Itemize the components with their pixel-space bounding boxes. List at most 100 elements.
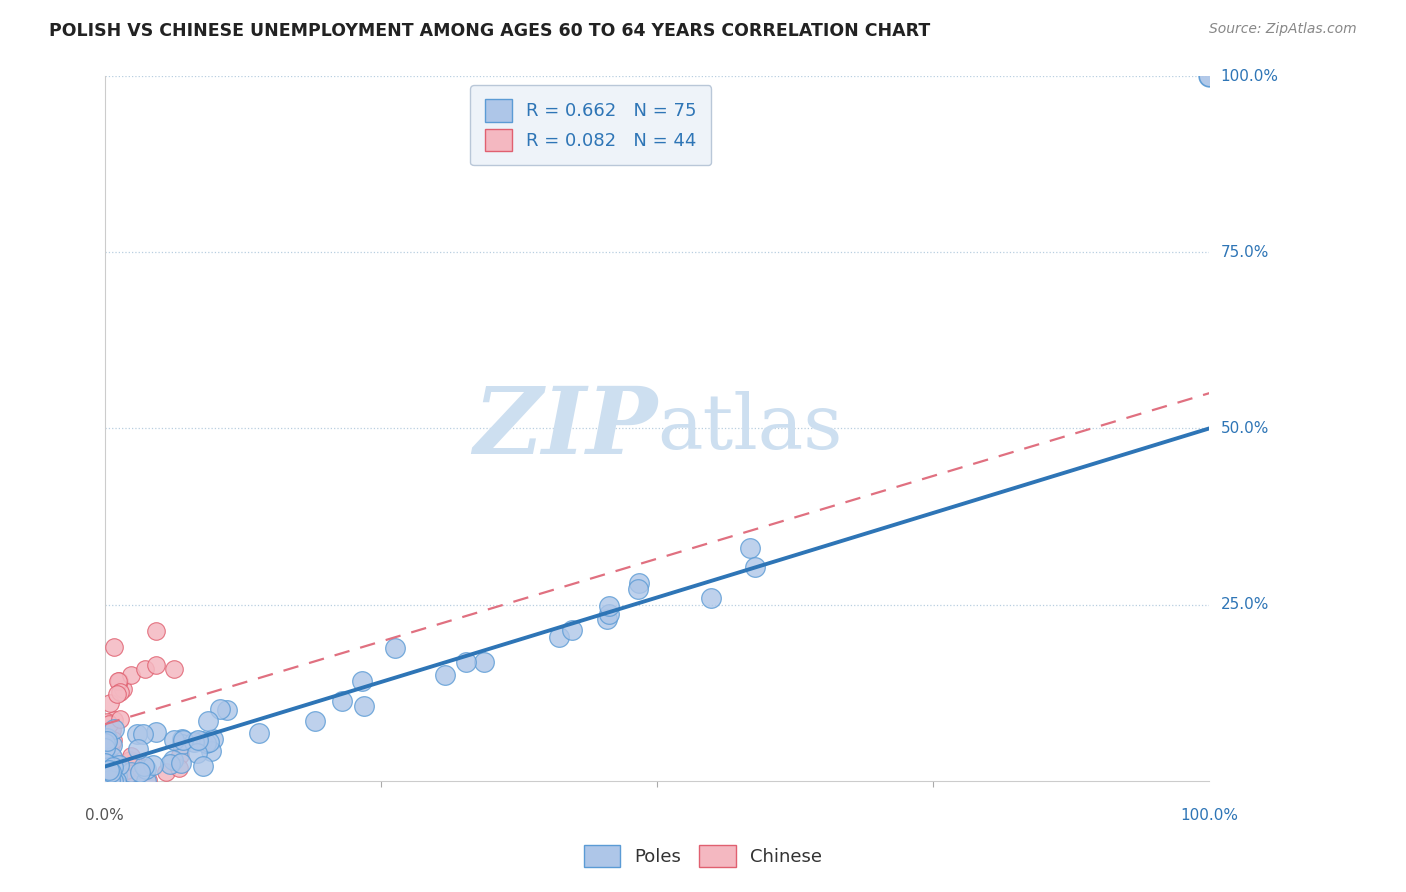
Point	[100, 750, 122, 764]
Point	[97, 717, 120, 731]
Point	[170, 756, 193, 770]
Point	[145, 725, 167, 739]
Point	[134, 662, 156, 676]
Point	[107, 673, 129, 688]
Point	[350, 673, 373, 688]
Point	[122, 756, 145, 770]
Point	[105, 687, 128, 701]
Point	[127, 742, 149, 756]
Point	[561, 623, 583, 637]
Point	[108, 685, 131, 699]
Point	[94, 764, 117, 778]
Point	[93, 773, 115, 788]
Point	[131, 762, 153, 776]
Point	[129, 762, 152, 776]
Point	[120, 765, 142, 780]
Point	[167, 761, 190, 775]
Point	[94, 754, 117, 768]
Point	[103, 640, 125, 654]
Point	[215, 703, 238, 717]
Point	[97, 768, 120, 782]
Point	[112, 681, 135, 696]
Point	[94, 736, 117, 750]
Point	[98, 697, 121, 711]
Point	[186, 746, 208, 760]
Point	[170, 732, 193, 747]
Point	[118, 766, 141, 780]
Legend: Poles, Chinese: Poles, Chinese	[576, 838, 830, 874]
Text: 100.0%: 100.0%	[1220, 69, 1278, 84]
Text: ZIP: ZIP	[472, 384, 657, 474]
Point	[202, 732, 225, 747]
Point	[132, 727, 155, 741]
Point	[94, 741, 117, 756]
Point	[94, 747, 117, 761]
Point	[744, 560, 766, 574]
Point	[129, 764, 152, 779]
Point	[101, 738, 124, 752]
Text: 0.0%: 0.0%	[86, 808, 124, 823]
Point	[159, 756, 181, 771]
Point	[627, 575, 650, 590]
Point	[125, 727, 148, 741]
Point	[104, 757, 127, 772]
Point	[93, 756, 115, 771]
Point	[101, 748, 124, 763]
Point	[187, 733, 209, 747]
Point	[145, 658, 167, 673]
Point	[598, 607, 620, 621]
Point	[96, 734, 118, 748]
Point	[454, 655, 477, 669]
Point	[94, 764, 117, 779]
Point	[131, 760, 153, 774]
Point	[97, 755, 120, 769]
Point	[108, 712, 131, 726]
Point	[247, 726, 270, 740]
Point	[200, 744, 222, 758]
Point	[134, 759, 156, 773]
Point	[208, 702, 231, 716]
Point	[101, 732, 124, 747]
Point	[135, 762, 157, 776]
Point	[96, 714, 118, 729]
Point	[472, 655, 495, 669]
Point	[97, 753, 120, 767]
Point	[120, 668, 142, 682]
Point	[304, 714, 326, 728]
Point	[332, 694, 354, 708]
Point	[353, 699, 375, 714]
Point	[101, 723, 124, 738]
Point	[94, 760, 117, 774]
Text: 50.0%: 50.0%	[1220, 421, 1268, 436]
Point	[163, 661, 186, 675]
Point	[384, 640, 406, 655]
Point	[195, 736, 218, 750]
Point	[108, 758, 131, 772]
Point	[96, 756, 118, 771]
Point	[197, 714, 219, 728]
Point	[198, 735, 221, 749]
Point	[98, 772, 121, 787]
Point	[101, 736, 124, 750]
Point	[103, 761, 125, 775]
Point	[547, 631, 569, 645]
Point	[100, 773, 122, 788]
Point	[172, 732, 194, 747]
Legend: R = 0.662   N = 75, R = 0.082   N = 44: R = 0.662 N = 75, R = 0.082 N = 44	[470, 85, 711, 165]
Point	[700, 591, 723, 605]
Point	[191, 734, 214, 748]
Point	[105, 773, 128, 788]
Point	[96, 731, 118, 746]
Point	[100, 773, 122, 788]
Point	[100, 727, 122, 741]
Point	[107, 673, 129, 688]
Point	[155, 764, 177, 779]
Text: Source: ZipAtlas.com: Source: ZipAtlas.com	[1209, 22, 1357, 37]
Point	[104, 771, 127, 785]
Point	[193, 759, 215, 773]
Point	[136, 772, 159, 787]
Point	[596, 612, 619, 626]
Point	[169, 748, 191, 763]
Point	[104, 773, 127, 788]
Point	[135, 773, 157, 788]
